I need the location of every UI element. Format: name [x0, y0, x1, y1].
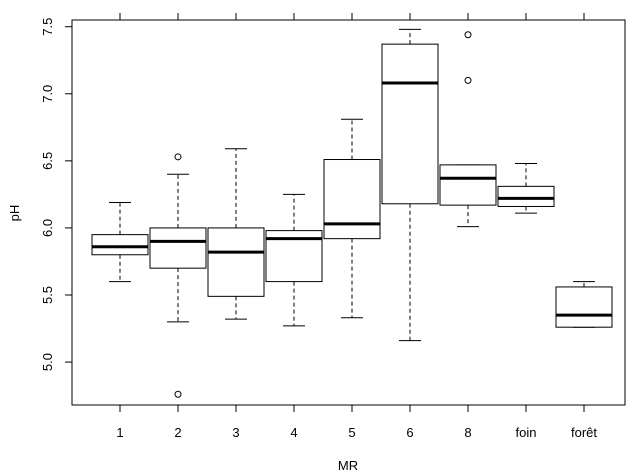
iqr-box [381, 43, 439, 205]
iqr-box [323, 159, 381, 240]
box-group-3 [207, 148, 265, 320]
y-axis-title: pH [7, 205, 22, 222]
iqr-box [555, 286, 613, 328]
chart-marks [91, 28, 613, 398]
x-tick-label: 2 [174, 425, 181, 440]
box-group-5 [323, 118, 381, 319]
outlier-point [464, 31, 472, 39]
x-tick-label: 5 [348, 425, 355, 440]
box-group-2 [149, 153, 207, 398]
x-tick-label: 4 [290, 425, 297, 440]
x-tick-label: 6 [406, 425, 413, 440]
outlier-point [174, 153, 182, 161]
x-tick-label: forêt [571, 425, 597, 440]
y-tick-label: 6.0 [40, 219, 55, 237]
box-group-foin [497, 163, 555, 214]
x-tick-label: 1 [116, 425, 123, 440]
y-tick-label: 7.5 [40, 18, 55, 36]
box-group-4 [265, 193, 323, 327]
box-group-8 [439, 31, 497, 228]
iqr-box [497, 185, 555, 207]
iqr-box [149, 227, 207, 269]
x-tick-label: 3 [232, 425, 239, 440]
x-axis: 1 2 3 4 5 6 8 foin forêt [116, 13, 597, 440]
y-axis: 5.0 5.5 6.0 6.5 7.0 7.5 [40, 18, 72, 371]
y-tick-label: 5.5 [40, 286, 55, 304]
outlier-point [464, 76, 472, 84]
outlier-point [174, 390, 182, 398]
x-tick-label: foin [516, 425, 537, 440]
iqr-box [439, 164, 497, 206]
y-tick-label: 7.0 [40, 85, 55, 103]
x-tick-label: 8 [464, 425, 471, 440]
box-group-forêt [555, 281, 613, 328]
box-group-6 [381, 28, 439, 342]
iqr-box [207, 227, 265, 297]
y-tick-label: 5.0 [40, 353, 55, 371]
iqr-box [91, 234, 149, 256]
box-group-1 [91, 201, 149, 283]
y-tick-label: 6.5 [40, 152, 55, 170]
plot-frame [71, 19, 626, 406]
x-axis-title: MR [338, 458, 358, 473]
